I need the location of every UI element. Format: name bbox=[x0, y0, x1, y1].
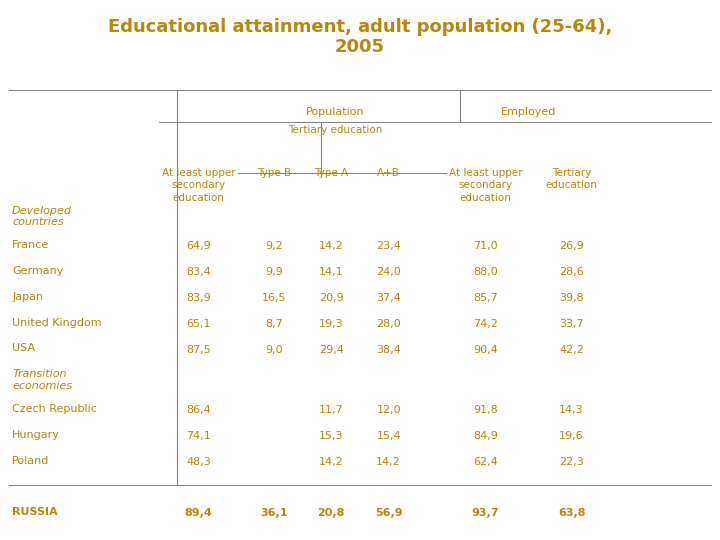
Text: 39,8: 39,8 bbox=[559, 293, 584, 303]
Text: 86,4: 86,4 bbox=[186, 405, 211, 415]
Text: 28,6: 28,6 bbox=[559, 267, 584, 277]
Text: 14,2: 14,2 bbox=[319, 457, 343, 467]
Text: 14,1: 14,1 bbox=[319, 267, 343, 277]
Text: 9,2: 9,2 bbox=[265, 241, 283, 252]
Text: 16,5: 16,5 bbox=[261, 293, 286, 303]
Text: 29,4: 29,4 bbox=[319, 345, 343, 355]
Text: 19,6: 19,6 bbox=[559, 431, 584, 441]
Text: 36,1: 36,1 bbox=[260, 508, 288, 518]
Text: 71,0: 71,0 bbox=[473, 241, 498, 252]
Text: Developed
countries: Developed countries bbox=[12, 206, 72, 227]
Text: Tertiary education: Tertiary education bbox=[288, 125, 382, 135]
Text: Japan: Japan bbox=[12, 292, 43, 302]
Text: 42,2: 42,2 bbox=[559, 345, 584, 355]
Text: 48,3: 48,3 bbox=[186, 457, 211, 467]
Text: 88,0: 88,0 bbox=[473, 267, 498, 277]
Text: RUSSIA: RUSSIA bbox=[12, 507, 58, 517]
Text: 9,9: 9,9 bbox=[265, 267, 283, 277]
Text: Type B: Type B bbox=[257, 168, 291, 178]
Text: 12,0: 12,0 bbox=[377, 405, 401, 415]
Text: 20,8: 20,8 bbox=[318, 508, 345, 518]
Text: 20,9: 20,9 bbox=[319, 293, 343, 303]
Text: 8,7: 8,7 bbox=[265, 319, 283, 329]
Text: Type A: Type A bbox=[314, 168, 348, 178]
Text: A+B: A+B bbox=[377, 168, 400, 178]
Text: United Kingdom: United Kingdom bbox=[12, 318, 102, 328]
Text: 33,7: 33,7 bbox=[559, 319, 584, 329]
Text: Czech Republic: Czech Republic bbox=[12, 404, 97, 414]
Text: 64,9: 64,9 bbox=[186, 241, 211, 252]
Text: 11,7: 11,7 bbox=[319, 405, 343, 415]
Text: 89,4: 89,4 bbox=[185, 508, 212, 518]
Text: Tertiary
education: Tertiary education bbox=[546, 168, 598, 190]
Text: 37,4: 37,4 bbox=[377, 293, 401, 303]
Text: France: France bbox=[12, 240, 50, 251]
Text: At least upper
secondary
education: At least upper secondary education bbox=[162, 168, 235, 202]
Text: 23,4: 23,4 bbox=[377, 241, 401, 252]
Text: Transition
economies: Transition economies bbox=[12, 369, 72, 391]
Text: 15,4: 15,4 bbox=[377, 431, 401, 441]
Text: 56,9: 56,9 bbox=[375, 508, 402, 518]
Text: 74,2: 74,2 bbox=[473, 319, 498, 329]
Text: 38,4: 38,4 bbox=[377, 345, 401, 355]
Text: USA: USA bbox=[12, 343, 35, 354]
Text: 85,7: 85,7 bbox=[473, 293, 498, 303]
Text: At least upper
secondary
education: At least upper secondary education bbox=[449, 168, 522, 202]
Text: 62,4: 62,4 bbox=[473, 457, 498, 467]
Text: 83,4: 83,4 bbox=[186, 267, 211, 277]
Text: 14,2: 14,2 bbox=[319, 241, 343, 252]
Text: 74,1: 74,1 bbox=[186, 431, 211, 441]
Text: Hungary: Hungary bbox=[12, 430, 60, 440]
Text: Population: Population bbox=[305, 107, 364, 117]
Text: Germany: Germany bbox=[12, 266, 63, 276]
Text: 9,0: 9,0 bbox=[265, 345, 283, 355]
Text: 90,4: 90,4 bbox=[473, 345, 498, 355]
Text: 91,8: 91,8 bbox=[473, 405, 498, 415]
Text: 93,7: 93,7 bbox=[472, 508, 499, 518]
Text: 14,2: 14,2 bbox=[377, 457, 401, 467]
Text: 65,1: 65,1 bbox=[186, 319, 211, 329]
Text: 63,8: 63,8 bbox=[558, 508, 585, 518]
Text: 83,9: 83,9 bbox=[186, 293, 211, 303]
Text: 19,3: 19,3 bbox=[319, 319, 343, 329]
Text: 22,3: 22,3 bbox=[559, 457, 584, 467]
Text: 14,3: 14,3 bbox=[559, 405, 584, 415]
Text: 84,9: 84,9 bbox=[473, 431, 498, 441]
Text: 24,0: 24,0 bbox=[377, 267, 401, 277]
Text: 87,5: 87,5 bbox=[186, 345, 211, 355]
Text: Educational attainment, adult population (25-64),
2005: Educational attainment, adult population… bbox=[108, 17, 612, 56]
Text: 28,0: 28,0 bbox=[377, 319, 401, 329]
Text: Employed: Employed bbox=[501, 107, 557, 117]
Text: 26,9: 26,9 bbox=[559, 241, 584, 252]
Text: Poland: Poland bbox=[12, 456, 50, 465]
Text: 15,3: 15,3 bbox=[319, 431, 343, 441]
